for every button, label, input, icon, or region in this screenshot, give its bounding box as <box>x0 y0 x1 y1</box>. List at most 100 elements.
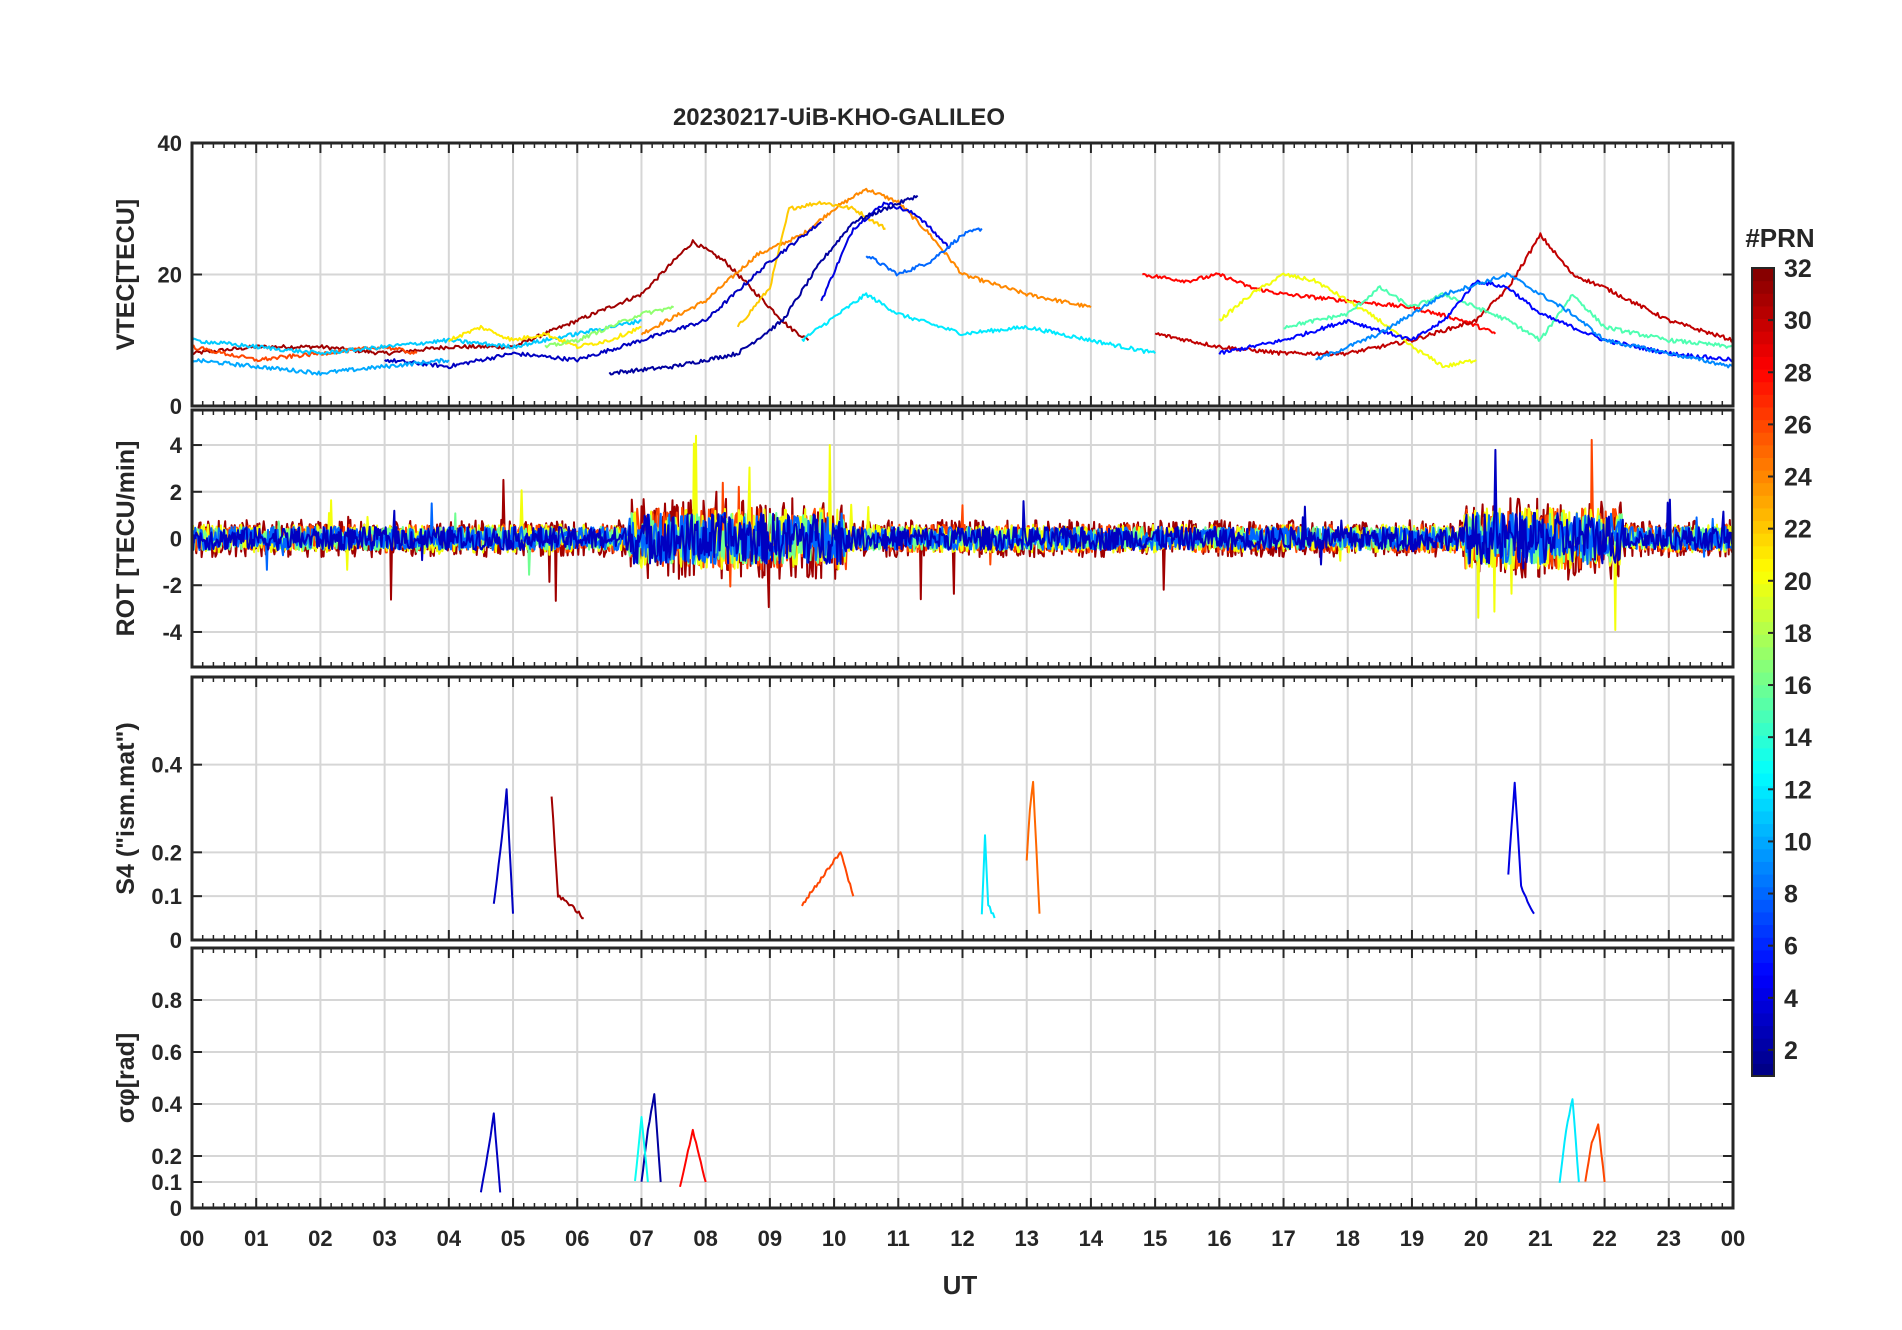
x-tick-label: 15 <box>1143 1226 1167 1251</box>
x-tick-label: 23 <box>1657 1226 1681 1251</box>
x-tick-label: 20 <box>1464 1226 1488 1251</box>
series-line-prn-21 <box>448 324 642 350</box>
x-tick-label: 16 <box>1207 1226 1231 1251</box>
y-tick-label: 0.1 <box>151 884 182 909</box>
y-axis-label: VTEC[TECU] <box>112 199 140 350</box>
x-tick-label: 19 <box>1400 1226 1424 1251</box>
x-tick-label: 09 <box>758 1226 782 1251</box>
colorbar-swatch <box>1752 684 1774 698</box>
series-line-prn-25 <box>1025 780 1041 914</box>
colorbar-swatch <box>1752 697 1774 711</box>
y-tick-label: 0.6 <box>151 1040 182 1065</box>
colorbar-swatch <box>1752 823 1774 837</box>
colorbar-swatch <box>1752 318 1774 332</box>
colorbar-swatch <box>1752 886 1774 900</box>
colorbar-swatch <box>1752 1063 1774 1077</box>
colorbar-tick-label: 20 <box>1784 568 1812 596</box>
series-line-prn-28 <box>679 1128 707 1188</box>
colorbar-swatch <box>1752 836 1774 850</box>
series-line-prn-12 <box>801 292 1156 355</box>
series-line-prn-3 <box>384 221 822 370</box>
colorbar-swatch <box>1752 482 1774 496</box>
x-tick-label: 02 <box>308 1226 332 1251</box>
series-line-prn-30 <box>1154 232 1733 357</box>
colorbar-swatch <box>1752 1038 1774 1052</box>
colorbar-swatch <box>1752 798 1774 812</box>
colorbar-tick-label: 10 <box>1784 828 1812 856</box>
colorbar-swatch <box>1752 672 1774 686</box>
colorbar-swatch <box>1752 369 1774 383</box>
colorbar-swatch <box>1752 773 1774 787</box>
y-tick-label: 0.4 <box>151 753 182 778</box>
colorbar-swatch <box>1752 735 1774 749</box>
series-line-prn-20 <box>1218 272 1477 369</box>
y-axis-label: σφ[rad] <box>112 1033 140 1124</box>
x-tick-label: 04 <box>437 1226 462 1251</box>
series-line-prn-3 <box>192 448 1733 570</box>
panel-sigma-phi: 00.10.2 0.4 0.6 0.8 σφ[rad] <box>112 946 1735 1221</box>
series-line-prn-2 <box>608 194 919 376</box>
x-tick-label: 05 <box>501 1226 525 1251</box>
colorbar-tick-label: 22 <box>1784 516 1812 544</box>
colorbar-tick-label: 2 <box>1784 1037 1798 1065</box>
colorbar-swatch <box>1752 533 1774 547</box>
colorbar-tick-label: 12 <box>1784 776 1812 804</box>
x-tick-label: 11 <box>887 1226 910 1251</box>
colorbar-swatch <box>1752 520 1774 534</box>
series-line-prn-26 <box>801 851 855 907</box>
panel-rot: -4 -2 0 2 4 ROT [TECU/min] <box>112 408 1735 669</box>
colorbar-swatch <box>1752 280 1774 294</box>
series-line-prn-4 <box>1507 781 1535 915</box>
colorbar-swatch <box>1752 305 1774 320</box>
x-tick-label: 12 <box>950 1226 974 1251</box>
colorbar-swatch <box>1752 495 1774 509</box>
x-tick-label: 01 <box>244 1226 268 1251</box>
x-tick-label: 00 <box>180 1226 204 1251</box>
series-line-prn-12 <box>1558 1098 1580 1183</box>
colorbar-swatch <box>1752 444 1774 458</box>
y-tick-label: -4 <box>162 620 182 645</box>
colorbar-swatch <box>1752 987 1774 1001</box>
panel-frame <box>190 408 1735 669</box>
colorbar-swatch <box>1752 507 1774 522</box>
colorbar-swatch <box>1752 583 1774 597</box>
colorbar-tick-label: 16 <box>1784 672 1812 700</box>
x-tick-label: 18 <box>1336 1226 1360 1251</box>
series-line-prn-28 <box>1141 272 1497 335</box>
colorbar-tick-label: 18 <box>1784 620 1812 648</box>
colorbar-swatch <box>1752 545 1774 559</box>
y-tick-label: 20 <box>158 263 182 288</box>
colorbar-swatch <box>1752 861 1774 875</box>
colorbar-swatch <box>1752 962 1774 976</box>
y-tick-label: 4 <box>170 433 183 458</box>
y-axis-label: S4 ("ism.mat") <box>112 722 140 894</box>
panel-frame <box>190 675 1735 942</box>
panel-frame <box>190 141 1735 408</box>
colorbar-swatch <box>1752 419 1774 433</box>
colorbar-swatch <box>1752 1000 1774 1014</box>
series-line-prn-15 <box>1283 285 1733 349</box>
colorbar-swatch <box>1752 899 1774 913</box>
y-tick-label: 0.1 <box>151 1170 182 1195</box>
y-tick-label: 0 <box>170 394 182 419</box>
x-tick-label: 10 <box>822 1226 846 1251</box>
colorbar-tick-label: 8 <box>1784 881 1798 909</box>
colorbar-swatch <box>1752 975 1774 989</box>
series-line-prn-26 <box>1584 1123 1606 1183</box>
colorbar-swatch <box>1752 621 1774 635</box>
y-tick-label: 0.8 <box>151 988 182 1013</box>
series-line-prn-3 <box>479 1112 502 1193</box>
colorbar-swatch <box>1752 911 1774 926</box>
panel-frame <box>190 946 1735 1210</box>
colorbar-title: #PRN <box>1745 223 1814 253</box>
x-tick-label: 07 <box>629 1226 653 1251</box>
x-tick-label: 17 <box>1271 1226 1295 1251</box>
y-tick-label: -2 <box>162 573 182 598</box>
colorbar-swatch <box>1752 331 1774 345</box>
y-tick-label: 2 <box>170 480 182 505</box>
series-line-prn-22 <box>736 200 886 328</box>
colorbar-swatch <box>1752 343 1774 357</box>
colorbar-swatch <box>1752 432 1774 446</box>
colorbar-tick-label: 4 <box>1784 985 1798 1013</box>
